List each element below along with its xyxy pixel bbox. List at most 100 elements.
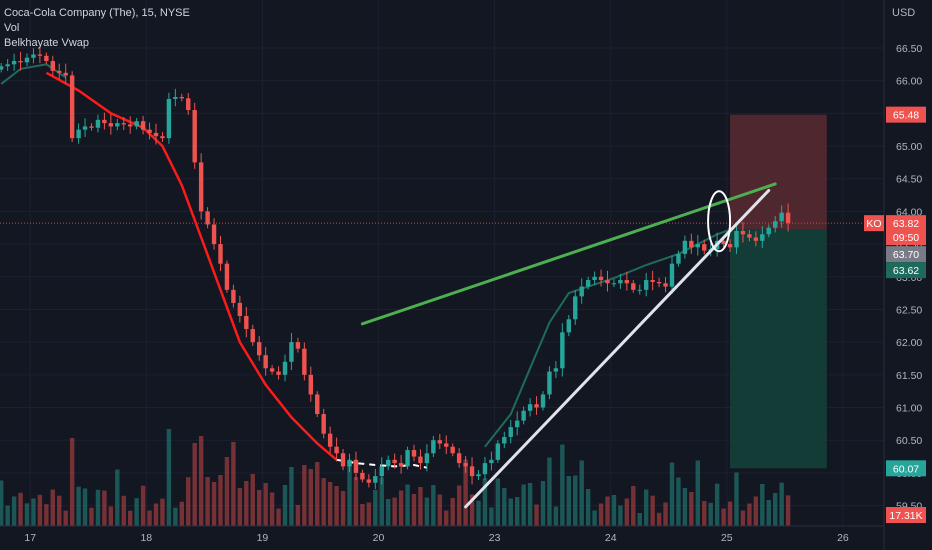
volume-bar bbox=[592, 510, 597, 526]
candle-body-down bbox=[218, 244, 223, 264]
volume-bar bbox=[560, 444, 565, 526]
candle-body-up bbox=[173, 96, 178, 99]
candle-body-down bbox=[69, 75, 75, 139]
volume-indicator-label[interactable]: Vol bbox=[4, 22, 20, 34]
volume-bar bbox=[398, 490, 404, 526]
volume-bar bbox=[121, 495, 126, 526]
volume-bar bbox=[476, 500, 481, 526]
volume-bar bbox=[766, 500, 771, 526]
trendline-lower-support[interactable] bbox=[464, 188, 771, 509]
symbol-title[interactable]: Coca-Cola Company (The), 15, NYSE bbox=[4, 7, 190, 19]
candle-body-down bbox=[263, 355, 268, 369]
volume-bar bbox=[489, 507, 494, 526]
volume-bar bbox=[302, 465, 307, 526]
stop-loss-zone[interactable] bbox=[730, 114, 827, 230]
volume-bar bbox=[282, 485, 288, 526]
volume-bar bbox=[11, 496, 17, 526]
candle-body-up bbox=[637, 289, 642, 291]
volume-bar bbox=[502, 488, 507, 526]
candle-body-up bbox=[489, 459, 494, 464]
volume-bar bbox=[250, 474, 255, 526]
volume-bar bbox=[327, 482, 333, 526]
trendline-drawings[interactable] bbox=[360, 182, 777, 509]
candle-body-up bbox=[579, 286, 584, 297]
volume-bar bbox=[392, 497, 397, 526]
last-price-label-bg bbox=[886, 215, 926, 232]
candle-body-up bbox=[11, 61, 17, 65]
vwap-value2-label: 63.62 bbox=[893, 265, 919, 277]
volume-bar bbox=[244, 481, 249, 526]
volume-bar bbox=[269, 492, 275, 526]
candle-body-down bbox=[295, 342, 301, 349]
candle-body-down bbox=[398, 463, 404, 467]
candle-body-up bbox=[502, 436, 507, 444]
stop-price-label-bg bbox=[886, 106, 926, 123]
time-axis[interactable]: 17 18 19 20 23 24 25 26 bbox=[0, 525, 884, 544]
candle-body-down bbox=[50, 61, 55, 71]
time-tick-label: 26 bbox=[837, 532, 849, 544]
candle-body-down bbox=[102, 119, 107, 124]
time-tick-label: 23 bbox=[489, 532, 501, 544]
price-axis[interactable]: 66.5066.0065.5065.0064.5064.0063.5063.00… bbox=[864, 0, 926, 550]
volume-bar bbox=[669, 462, 675, 526]
candle-body-up bbox=[611, 283, 617, 285]
vwap-line-flat bbox=[336, 458, 428, 469]
candle-body-up bbox=[734, 231, 739, 248]
volume-bar bbox=[734, 472, 739, 526]
candle-body-down bbox=[650, 280, 655, 282]
volume-bar bbox=[82, 488, 88, 526]
candle-body-up bbox=[566, 319, 571, 333]
candle-body-down bbox=[450, 446, 455, 454]
trendline-upper-resistance[interactable] bbox=[360, 182, 777, 326]
volume-bar bbox=[321, 478, 326, 526]
ticker-label-bg bbox=[864, 215, 884, 232]
candle-body-up bbox=[134, 121, 139, 127]
target-price-label: 60.07 bbox=[893, 463, 919, 475]
candle-body-down bbox=[785, 212, 791, 224]
volume-bar bbox=[140, 485, 146, 526]
candle-body-down bbox=[418, 456, 423, 464]
volume-bar bbox=[721, 508, 726, 526]
volume-bar bbox=[353, 477, 359, 526]
price-tick-label: 64.50 bbox=[896, 174, 922, 186]
vwap-indicator-label[interactable]: Belkhayate Vwap bbox=[4, 37, 89, 49]
volume-bar bbox=[540, 481, 546, 526]
candle-body-up bbox=[405, 450, 410, 467]
candle-body-down bbox=[128, 124, 133, 127]
candle-body-down bbox=[44, 55, 49, 62]
candle-body-up bbox=[379, 466, 384, 477]
position-zones[interactable] bbox=[730, 114, 827, 469]
vwap-value-label-bg bbox=[886, 246, 926, 263]
candle-body-up bbox=[289, 342, 294, 362]
take-profit-zone[interactable] bbox=[730, 229, 827, 469]
volume-bar bbox=[379, 477, 384, 526]
candle-body-up bbox=[166, 98, 172, 139]
candle-body-down bbox=[721, 240, 726, 245]
volume-bar bbox=[450, 498, 455, 526]
candle-body-up bbox=[573, 296, 578, 320]
volume-bar bbox=[437, 494, 442, 526]
candle-body-down bbox=[192, 110, 197, 163]
candle-body-down bbox=[656, 281, 662, 284]
candle-body-down bbox=[315, 394, 320, 415]
volume-bar bbox=[386, 499, 391, 526]
target-price-label-bg bbox=[886, 460, 926, 477]
volume-bar bbox=[63, 510, 68, 526]
volume-bar bbox=[5, 505, 10, 526]
candle-body-down bbox=[211, 224, 217, 245]
countdown-label-bg bbox=[886, 229, 926, 246]
ticker-label: KO bbox=[866, 218, 881, 230]
candle-body-up bbox=[495, 443, 501, 460]
volume-bar bbox=[18, 492, 23, 526]
highlight-ellipse[interactable] bbox=[707, 190, 732, 253]
volume-bar bbox=[0, 480, 4, 526]
candle-body-down bbox=[663, 283, 668, 287]
volume-bar bbox=[334, 486, 339, 526]
candle-body-down bbox=[198, 162, 204, 212]
candle-body-down bbox=[205, 211, 210, 225]
price-tick-label: 62.00 bbox=[896, 337, 922, 349]
candle-body-up bbox=[386, 459, 391, 467]
time-tick-label: 25 bbox=[721, 532, 733, 544]
candle-body-up bbox=[515, 420, 520, 428]
